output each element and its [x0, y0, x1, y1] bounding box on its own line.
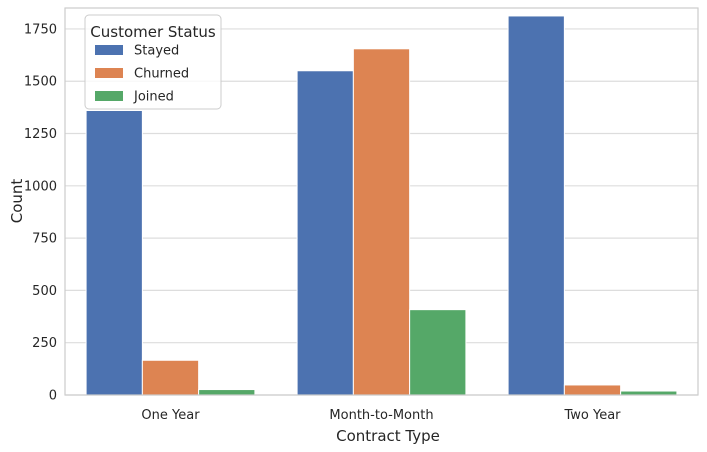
- y-tick-label: 1750: [24, 22, 57, 37]
- bar-stayed-2: [296, 70, 354, 396]
- x-tick-label: Month-to-Month: [329, 408, 433, 423]
- y-tick-label: 0: [49, 389, 57, 404]
- x-ticks: One Year Month-to-Month Two Year: [141, 408, 621, 423]
- y-tick-label: 1000: [24, 179, 57, 194]
- legend-title: Customer Status: [90, 23, 216, 41]
- y-tick-label: 500: [32, 284, 57, 299]
- bars: [85, 15, 678, 396]
- bar-churned-3: [563, 384, 622, 396]
- legend-label-stayed: Stayed: [134, 44, 179, 59]
- legend-label-joined: Joined: [133, 90, 174, 105]
- x-tick-label: Two Year: [563, 408, 621, 423]
- bar-stayed-1: [85, 110, 143, 396]
- bar-joined-2: [409, 309, 467, 396]
- legend-swatch-joined: [95, 91, 123, 101]
- bar-joined-1: [198, 389, 256, 396]
- y-tick-label: 750: [32, 232, 57, 247]
- bar-churned-1: [141, 359, 200, 396]
- bar-churned-2: [352, 48, 411, 396]
- x-axis-label: Contract Type: [336, 427, 440, 445]
- legend-swatch-churned: [95, 68, 123, 78]
- plot-frame: [64, 7, 699, 396]
- y-axis-label: Count: [8, 179, 26, 224]
- legend: Customer Status Stayed Churned Joined: [84, 14, 222, 110]
- y-tick-label: 250: [32, 336, 57, 351]
- y-tick-label: 1500: [24, 75, 57, 90]
- bar-stayed-3: [507, 15, 565, 396]
- y-ticks: 0 250 500 750 1000 1250 1500 1750: [24, 22, 57, 403]
- legend-label-churned: Churned: [134, 67, 189, 82]
- y-tick-label: 1250: [24, 127, 57, 142]
- legend-swatch-stayed: [95, 45, 123, 55]
- x-tick-label: One Year: [141, 408, 200, 423]
- legend-box: [84, 14, 222, 110]
